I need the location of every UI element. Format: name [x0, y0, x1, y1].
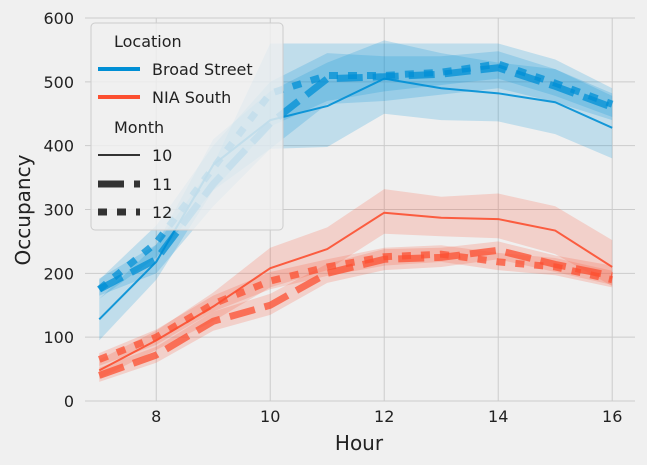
legend-label-broad-street: Broad Street — [152, 60, 253, 79]
y-tick-label: 600 — [43, 9, 74, 28]
y-tick-label: 0 — [64, 392, 74, 411]
y-tick-label: 400 — [43, 137, 74, 156]
band-broad-street-month-10 — [99, 40, 613, 341]
legend-style-title: Month — [114, 118, 164, 137]
x-tick-label: 16 — [602, 407, 622, 426]
legend-hue-title: Location — [114, 32, 182, 51]
y-tick-label: 100 — [43, 328, 74, 347]
legend-label-month-11: 11 — [152, 175, 172, 194]
band-nia-south-month-11 — [99, 241, 613, 382]
band-broad-street-month-11 — [99, 43, 613, 296]
y-tick-label: 300 — [43, 201, 74, 220]
x-tick-label: 10 — [260, 407, 280, 426]
y-axis-label: Occupancy — [11, 154, 35, 265]
y-tick-label: 500 — [43, 73, 74, 92]
band-nia-south-month-12 — [99, 245, 613, 366]
axis-ticks: 0 100 200 300 400 500 600 8 10 12 14 16 — [43, 9, 622, 426]
legend-label-month-12: 12 — [152, 203, 172, 222]
x-tick-label: 12 — [374, 407, 394, 426]
line-nia-south-month-11 — [98, 246, 613, 379]
band-nia-south-month-10 — [99, 189, 613, 379]
y-tick-label: 200 — [43, 264, 74, 283]
x-tick-label: 14 — [488, 407, 508, 426]
legend-label-nia-south: NIA South — [152, 88, 231, 107]
legend-label-month-10: 10 — [152, 146, 172, 165]
legend: Location Broad Street NIA South Month 10… — [90, 22, 284, 231]
legend-box — [90, 22, 284, 231]
line-nia-south-month-10 — [98, 211, 613, 372]
x-axis-label: Hour — [335, 431, 384, 455]
x-tick-label: 8 — [151, 407, 161, 426]
